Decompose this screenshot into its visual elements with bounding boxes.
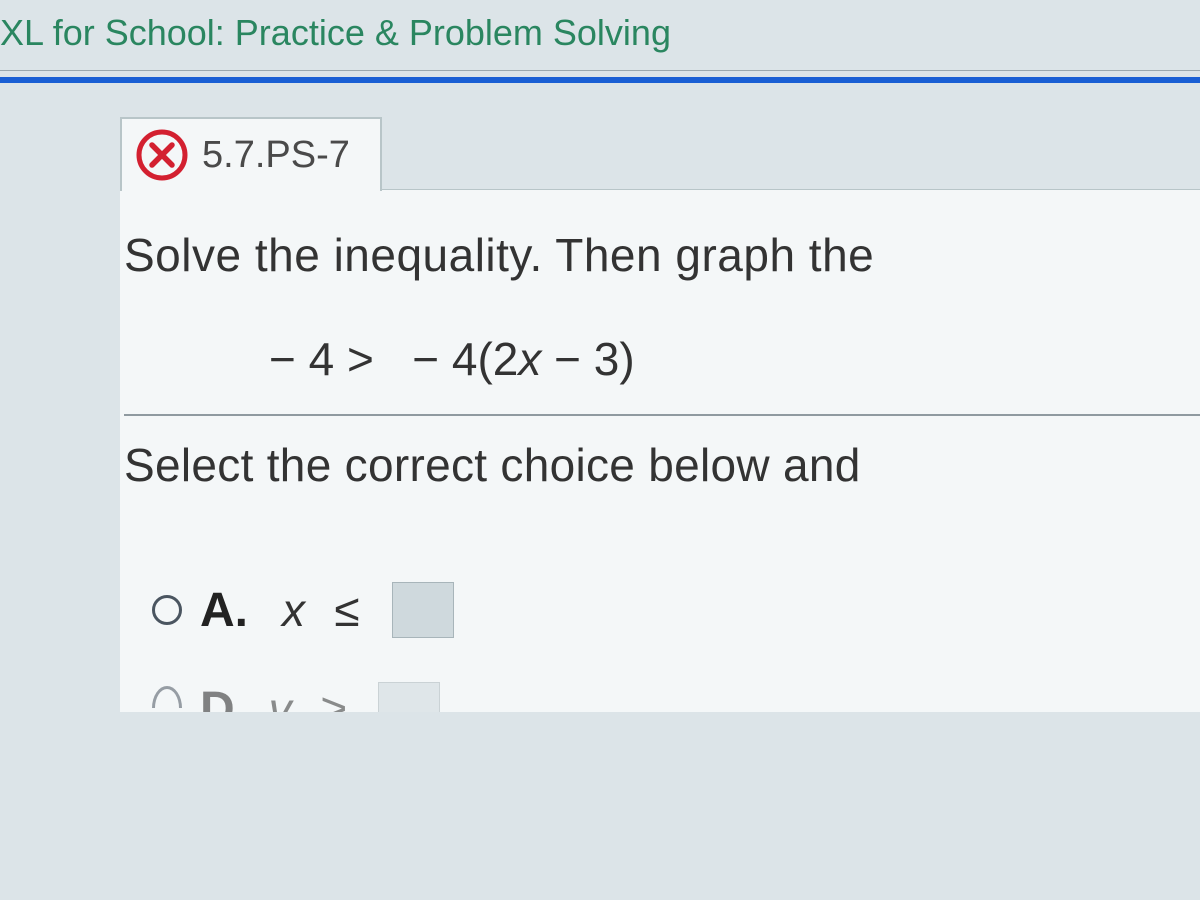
choices-group: A. x ≤ D v ≥	[124, 492, 1200, 712]
radio-a[interactable]	[152, 595, 182, 625]
app-title: XL for School: Practice & Problem Solvin…	[0, 12, 1200, 54]
question-prompt: Solve the inequality. Then graph the	[124, 228, 1200, 282]
choice-a-letter: A.	[200, 583, 248, 638]
inequality-lhs: − 4 >	[269, 333, 374, 385]
choice-b-letter: D	[200, 682, 235, 712]
choice-a-math: x ≤	[282, 583, 360, 637]
inequality-rhs-suffix: − 3)	[541, 333, 634, 385]
question-tab[interactable]: 5.7.PS-7	[120, 117, 382, 191]
choice-b-math: v ≥	[269, 682, 347, 712]
question-code: 5.7.PS-7	[202, 134, 350, 177]
incorrect-x-icon	[136, 129, 188, 181]
radio-b[interactable]	[152, 686, 182, 708]
inequality-variable: x	[518, 333, 541, 385]
choice-b-partial[interactable]: D v ≥	[152, 682, 1200, 712]
choice-a-input[interactable]	[392, 582, 454, 638]
inequality-rhs-prefix: − 4(2	[412, 333, 518, 385]
content-area: 5.7.PS-7 Solve the inequality. Then grap…	[0, 83, 1200, 712]
select-instruction: Select the correct choice below and	[124, 416, 1200, 492]
app-header: XL for School: Practice & Problem Solvin…	[0, 0, 1200, 70]
choice-b-input[interactable]	[378, 682, 440, 712]
header-divider	[0, 70, 1200, 71]
choice-a[interactable]: A. x ≤	[152, 582, 1200, 638]
question-body: Solve the inequality. Then graph the − 4…	[120, 189, 1200, 712]
inequality-expression: − 4 > − 4(2x − 3)	[124, 332, 1200, 414]
